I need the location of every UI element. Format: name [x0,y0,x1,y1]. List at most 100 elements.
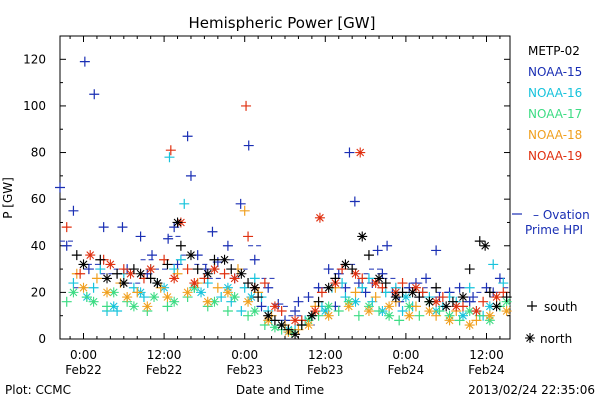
south-point [344,147,355,158]
north-point [246,292,257,303]
south-point [243,310,254,321]
north-point [457,310,468,321]
south-point [394,315,405,326]
legend-item-noaa-15: NOAA-15 [528,65,582,79]
north-point [444,315,455,326]
south-point [209,254,220,265]
south-point [414,292,425,303]
legend-south-marker [527,301,537,311]
north-point [88,296,99,307]
x-tick-date-label: Feb22 [146,363,183,377]
north-point [370,278,381,289]
north-point [172,217,183,228]
south-point [447,296,458,307]
north-point [145,264,156,275]
south-point [241,100,252,111]
y-tick-label: 60 [31,192,46,206]
south-point [397,278,408,289]
north-point [263,310,274,321]
legend-item-noaa-19: NOAA-19 [528,149,582,163]
south-point [145,273,156,284]
legend-north-marker [525,333,535,343]
north-point [236,268,247,279]
south-point [421,273,432,284]
south-point [71,250,82,261]
south-point [501,292,512,303]
south-point [478,296,489,307]
south-point [454,282,465,293]
north-point [102,287,113,298]
south-point [353,310,364,321]
north-point [108,301,119,312]
x-tick-date-label: Feb23 [226,363,263,377]
south-point [253,292,264,303]
north-point [152,278,163,289]
south-point [162,301,173,312]
north-point [105,259,116,270]
north-point [249,282,260,293]
south-point [474,236,485,247]
north-point [249,306,260,317]
north-point [464,320,475,331]
south-point [239,205,250,216]
south-point [256,301,267,312]
y-tick-label: 80 [31,146,46,160]
x-tick-time-label: 0:00 [392,348,419,362]
south-point [61,240,72,251]
north-point [185,250,196,261]
legend: METP-02 NOAA-15 NOAA-16 NOAA-17 NOAA-18 NOAA-… [512,44,590,346]
south-point [89,89,100,100]
north-point [484,301,495,312]
x-tick-time-label: 12:00 [308,348,343,362]
north-point [128,301,139,312]
south-point [79,56,90,67]
south-point [372,245,383,256]
footer-left: Plot: CCMC [5,383,71,397]
south-point [55,182,65,193]
north-point [484,310,495,321]
south-point [216,292,227,303]
north-point [196,287,207,298]
south-point [182,131,193,142]
north-point [410,282,421,293]
south-point [431,310,442,321]
south-point [226,264,237,275]
series-metp-02 [71,217,512,340]
north-point [202,296,213,307]
south-point [464,264,475,275]
south-point [347,264,358,275]
south-point [249,254,260,265]
legend-item-noaa-17: NOAA-17 [528,107,582,121]
legend-item-noaa-18: NOAA-18 [528,128,582,142]
south-point [192,264,203,275]
south-point [488,259,499,270]
north-point [350,268,361,279]
north-point [451,301,462,312]
north-point [384,310,395,321]
north-point [85,250,96,261]
south-point [135,231,146,242]
south-point [484,287,495,298]
north-point [431,296,442,307]
south-point [175,240,186,251]
south-point [175,254,186,265]
south-point [410,301,421,312]
north-point [162,292,173,303]
north-point [142,301,153,312]
x-axis: 0:00Feb2212:00Feb220:00Feb2312:00Feb230:… [65,36,505,377]
north-point [314,212,325,223]
south-point [95,264,106,275]
legend-ovation-label: – Ovation [533,208,590,222]
north-point [424,296,435,307]
north-point [320,306,331,317]
north-point [323,282,334,293]
south-point [357,273,368,284]
south-point [182,264,193,275]
south-point [212,282,223,293]
south-point [88,282,99,293]
north-point [108,287,119,298]
south-point [222,240,233,251]
south-point [333,306,344,317]
y-tick-label: 40 [31,239,46,253]
south-point [380,278,391,289]
